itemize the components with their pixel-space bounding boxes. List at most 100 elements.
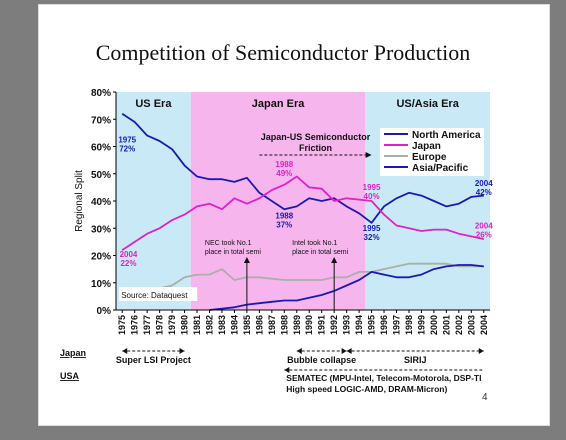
x-tick-label-15: 1990 [304,315,314,335]
era-label-1: Japan Era [252,98,305,110]
series-line-north-america [121,113,484,224]
annotation-value-na1975: 72% [119,144,135,153]
timeline-arrow-left [122,348,128,354]
timeline-row-extra-1: High speed LOGIC-AMD, DRAM-Micron) [286,384,447,394]
note-1-line1: Intel took No.1 [292,240,337,247]
x-tick-label-14: 1989 [292,315,302,335]
timeline-item-1-0: SEMATEC (MPU-Intel, Telecom-Motorola, DS… [284,367,484,383]
x-tick-label-0: 1975 [117,315,127,335]
legend-entry-0: North America [412,130,481,141]
x-tick-label-5: 1980 [180,315,190,335]
note-0-line1: NEC took No.1 [205,240,252,247]
x-tick-label-10: 1985 [242,315,252,335]
legend-entry-1: Japan [412,141,441,152]
note-1-line2: place in total semi [292,249,348,256]
x-tick-label-22: 1997 [392,315,402,335]
annotation-value-na1995: 32% [364,233,380,242]
y-tick-label-5: 50% [91,170,111,181]
x-tick-label-1: 1976 [130,315,140,335]
x-tick-label-23: 1998 [404,315,414,335]
x-tick-label-26: 2001 [441,315,451,335]
timeline-arrow-right [341,348,347,354]
x-tick-label-25: 2000 [429,315,439,335]
y-tick-label-4: 40% [91,197,111,208]
x-tick-label-20: 1995 [367,315,377,335]
annotation-year-jp1995: 1995 [363,183,381,192]
x-tick-label-7: 1982 [205,315,215,335]
source-box [119,287,198,301]
y-tick-label-6: 60% [91,143,111,154]
timeline-arrow-left [296,348,302,354]
y-tick-label-1: 10% [91,279,111,290]
annotation-value-jp1988: 49% [276,169,292,178]
friction-arrow-head [365,152,372,158]
note-0-line2: place in total semi [205,249,261,256]
annotation-year-na1995: 1995 [363,224,381,233]
annotation-value-na2004: 42% [476,188,492,197]
x-tick-label-4: 1979 [167,315,177,335]
y-tick-label-3: 30% [91,224,111,235]
annotation-value-jp2004: 26% [476,230,492,239]
era-band-2 [365,92,490,310]
series-line-asia-pacific [209,264,484,311]
x-tick-label-2: 1977 [142,315,152,335]
x-tick-label-11: 1986 [254,315,264,335]
timeline-arrow-right [179,348,185,354]
era-band-0 [116,92,191,310]
era-label-0: US Era [135,98,172,110]
x-tick-label-18: 1993 [342,315,352,335]
series-line-europe [122,262,484,295]
friction-label: Japan-US Semiconductor [261,132,371,142]
x-tick-label-21: 1996 [379,315,389,335]
legend-entry-2: Europe [412,152,447,163]
annotation-value-jp1995: 40% [364,192,380,201]
annotation-year-jp1988: 1988 [275,160,293,169]
x-tick-label-13: 1988 [279,315,289,335]
x-tick-label-6: 1981 [192,315,202,335]
x-tick-label-28: 2003 [466,315,476,335]
legend-entry-3: Asia/Pacific [412,163,469,174]
annotation-year-jp2004: 2004 [475,221,493,230]
timeline-item-label: Super LSI Project [116,355,191,365]
timeline-arrow-right [478,348,484,354]
x-tick-label-12: 1987 [267,315,277,335]
source-note: Source: Dataquest [121,291,188,300]
x-tick-label-8: 1983 [217,315,227,335]
timeline-item-0-2: SIRIJ [346,348,484,365]
note-arrow-head-0 [243,257,250,263]
y-tick-label-8: 80% [91,88,111,99]
annotation-year-jp1975: 2004 [120,250,138,259]
y-tick-label-0: 0% [97,306,112,317]
timeline-row-label-0: Japan [60,348,86,358]
timeline-item-label: SIRIJ [404,355,427,365]
x-tick-label-29: 2004 [479,315,489,335]
y-tick-label-2: 20% [91,252,111,263]
note-arrow-head-1 [331,257,338,263]
x-tick-label-27: 2002 [454,315,464,335]
annotation-value-na1988: 37% [276,221,292,230]
annotation-value-jp1975: 22% [120,259,136,268]
timeline-row-label-1: USA [60,371,80,381]
timeline-item-label: Bubble collapse [287,355,356,365]
timeline-item-0-0: Super LSI Project [116,348,191,365]
timeline-arrow-left [284,367,290,373]
annotation-year-na1975: 1975 [118,135,136,144]
y-axis-label: Regional Split [74,170,85,232]
x-tick-label-17: 1992 [329,315,339,335]
annotation-year-na2004: 2004 [475,179,493,188]
x-tick-label-24: 1999 [416,315,426,335]
friction-label-2: Friction [299,143,332,153]
x-tick-label-19: 1994 [354,315,364,335]
timeline-item-0-1: Bubble collapse [287,348,356,365]
x-tick-label-3: 1978 [155,315,165,335]
